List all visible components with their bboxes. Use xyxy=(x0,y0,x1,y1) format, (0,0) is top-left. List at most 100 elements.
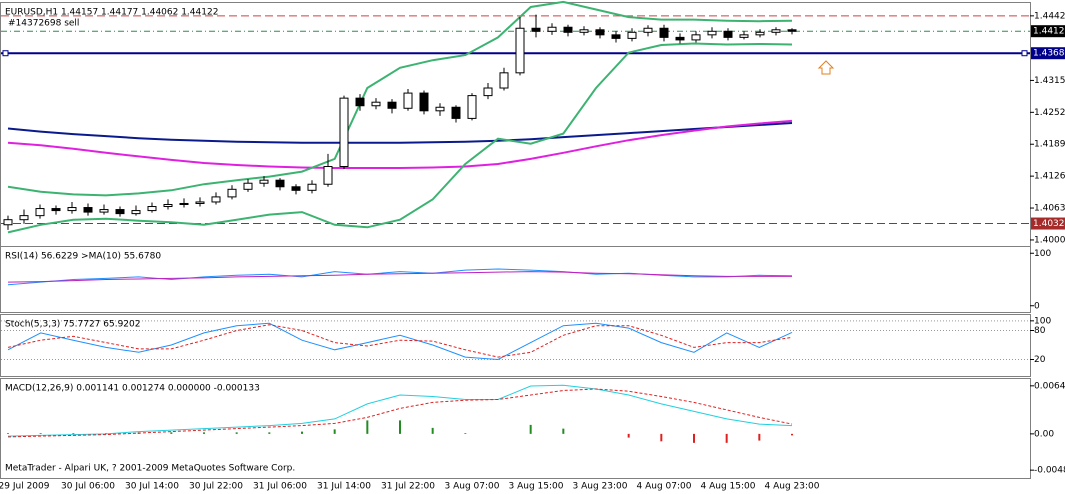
y-tick-label: 100 xyxy=(1034,249,1051,259)
x-tick-label: 4 Aug 15:00 xyxy=(701,482,756,492)
candle-body xyxy=(787,29,797,32)
candle-body xyxy=(179,202,189,205)
candle-body xyxy=(51,208,61,212)
candle-body xyxy=(371,101,381,107)
indicator-line xyxy=(7,322,793,361)
x-tick-label: 31 Jul 22:00 xyxy=(381,482,435,492)
level-handle xyxy=(1021,50,1028,57)
footer-copyright: MetaTrader - Alpari UK, ? 2001-2009 Meta… xyxy=(5,464,295,474)
indicator-line xyxy=(7,388,793,438)
indicator-line xyxy=(7,119,793,169)
candle-body xyxy=(35,208,45,217)
x-tick-label: 31 Jul 06:00 xyxy=(253,482,307,492)
candle-body xyxy=(723,30,733,38)
candle-body xyxy=(563,26,573,33)
candle-body xyxy=(83,207,93,213)
order-label: #14372698 sell xyxy=(8,19,79,29)
candle-body xyxy=(67,207,77,212)
y-tick-label: 1.41890 xyxy=(1034,140,1065,150)
candle-body xyxy=(227,188,237,198)
x-tick-label: 4 Aug 07:00 xyxy=(637,482,692,492)
candle-body xyxy=(611,34,621,39)
y-tick-label: 0.00 xyxy=(1034,429,1054,439)
candle-body xyxy=(3,219,13,226)
panel-frame xyxy=(0,378,1031,479)
candle-body xyxy=(419,92,429,112)
indicator-line xyxy=(7,42,793,234)
candle-body xyxy=(195,201,205,204)
panel-title: RSI(14) 56.6229 >MA(10) 55.6780 xyxy=(5,252,161,262)
y-tick-label: 80 xyxy=(1034,326,1046,336)
price-tag xyxy=(1031,25,1065,38)
x-tick-label: 30 Jul 06:00 xyxy=(61,482,115,492)
x-tick-label: 3 Aug 07:00 xyxy=(445,482,500,492)
price-tag-label: 1.43687 xyxy=(1033,49,1065,59)
candle-body xyxy=(259,179,269,184)
candle-body xyxy=(323,166,333,185)
x-tick-label: 3 Aug 15:00 xyxy=(509,482,564,492)
candle-body xyxy=(211,196,221,203)
indicator-line xyxy=(7,0,793,197)
candle-body xyxy=(643,27,653,33)
y-tick-label: 20 xyxy=(1034,355,1046,365)
panel-title: Stoch(5,3,3) 75.7727 65.9202 xyxy=(5,320,140,330)
candle-body xyxy=(691,34,701,41)
candle-body xyxy=(115,209,125,215)
indicator-line xyxy=(7,122,793,144)
candle-body xyxy=(403,92,413,109)
candle-body xyxy=(659,27,669,38)
candle-body xyxy=(435,106,445,112)
y-tick-label: 1.44425 xyxy=(1034,11,1065,21)
candle-body xyxy=(19,215,29,221)
price-tag xyxy=(1031,47,1065,60)
indicator-line xyxy=(7,324,793,358)
panel-title: EURUSD,H1 1.44157 1.44177 1.44062 1.4412… xyxy=(5,8,218,18)
candle-body xyxy=(771,29,781,33)
candle-body xyxy=(499,72,509,89)
y-tick-label: -0.00485 xyxy=(1034,466,1065,476)
panel-title: MACD(12,26,9) 0.001141 0.001274 0.000000… xyxy=(5,384,260,394)
candle-body xyxy=(131,210,141,215)
candle-body xyxy=(355,97,365,107)
y-tick-label: 0 xyxy=(1034,301,1040,311)
y-tick-label: 0.00642 xyxy=(1034,381,1065,391)
candle-body xyxy=(275,179,285,188)
candle-body xyxy=(451,106,461,119)
y-tick-label: 1.40000 xyxy=(1034,235,1065,245)
candle-body xyxy=(163,203,173,208)
x-tick-label: 3 Aug 23:00 xyxy=(573,482,628,492)
y-tick-label: 100 xyxy=(1034,316,1051,326)
candle-body xyxy=(515,27,525,74)
candle-body xyxy=(339,97,349,168)
candle-body xyxy=(467,95,477,119)
candle-body xyxy=(99,209,109,213)
panel-frame xyxy=(0,314,1031,377)
y-tick-label: 1.41260 xyxy=(1034,172,1065,182)
candle-body xyxy=(547,26,557,32)
x-tick-label: 30 Jul 14:00 xyxy=(125,482,179,492)
x-tick-label: 31 Jul 14:00 xyxy=(317,482,371,492)
level-handle xyxy=(2,50,9,57)
candle-body xyxy=(627,31,637,39)
y-tick-label: 1.40630 xyxy=(1034,204,1065,214)
x-tick-label: 4 Aug 23:00 xyxy=(765,482,820,492)
candle-body xyxy=(579,29,589,33)
x-tick-label: 29 Jul 2009 xyxy=(0,482,50,492)
candle-body xyxy=(483,87,493,97)
candle-body xyxy=(739,34,749,38)
candle-body xyxy=(291,186,301,191)
candle-body xyxy=(675,36,685,41)
price-tag-label: 1.40324 xyxy=(1033,219,1065,229)
candle-body xyxy=(531,27,541,32)
candle-body xyxy=(595,29,605,36)
y-tick-label: 1.42520 xyxy=(1034,108,1065,118)
candle-body xyxy=(243,182,253,190)
candle-body xyxy=(147,206,157,212)
candle-body xyxy=(387,101,397,109)
indicator-line xyxy=(7,271,792,283)
y-tick-label: 1.43150 xyxy=(1034,76,1065,86)
x-tick-label: 30 Jul 22:00 xyxy=(189,482,243,492)
candle-body xyxy=(707,30,717,36)
price-tag xyxy=(1031,217,1065,230)
